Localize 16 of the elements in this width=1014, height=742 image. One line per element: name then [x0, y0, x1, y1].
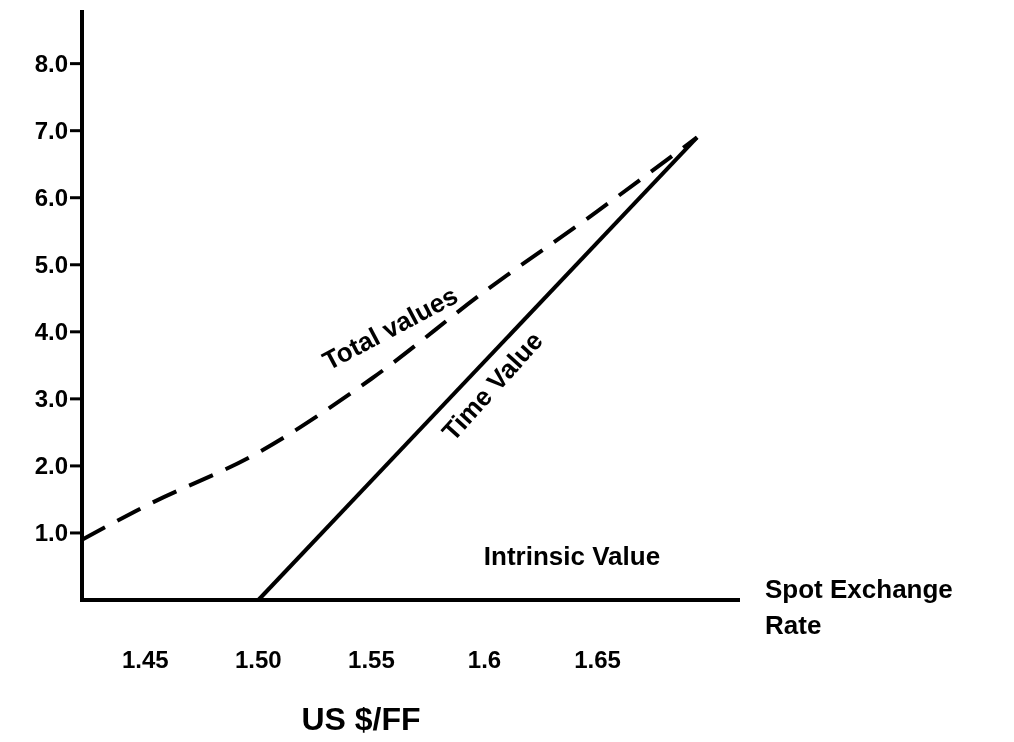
annotation: Intrinsic Value [483, 541, 661, 572]
x-tick-label: 1.45 [121, 646, 169, 673]
x-tick-label: 1.55 [348, 646, 395, 673]
y-tick-label: 8.0 [34, 50, 68, 78]
x-tick-label: 1.6 [467, 646, 502, 673]
x-tick-label: 1.50 [235, 646, 282, 673]
y-tick-label: 2.0 [34, 452, 68, 480]
x-tick-label: 1.65 [574, 646, 621, 673]
y-tick-label: 6.0 [34, 184, 68, 212]
y-tick-label: 3.0 [34, 385, 68, 413]
y-tick-label: 7.0 [34, 117, 68, 145]
y-tick-label: 1.0 [34, 519, 68, 547]
x-axis-title: US $/FF [301, 701, 421, 737]
y-tick-label: 4.0 [34, 318, 68, 346]
text: Spot Exchange Rate [765, 574, 953, 640]
y-tick-label: 5.0 [34, 251, 68, 279]
